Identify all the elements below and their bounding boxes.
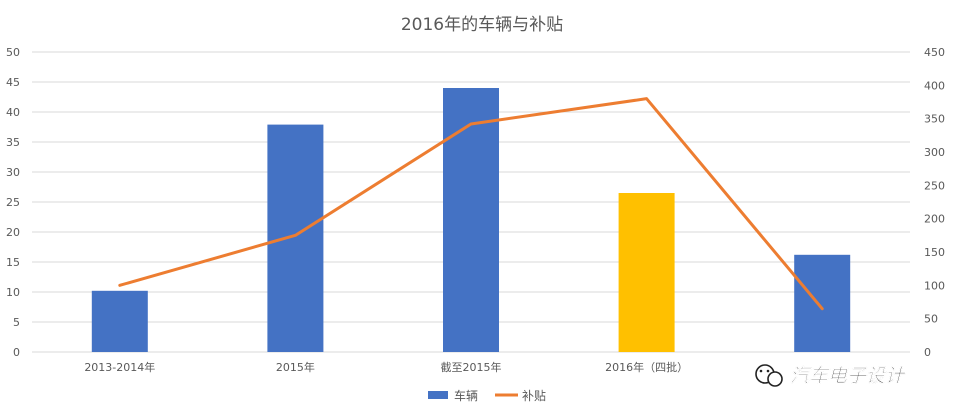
- right-axis-ticks: 0 50 100 150 200 250 300 350 400 450: [924, 46, 945, 359]
- right-tick-label: 400: [924, 79, 945, 92]
- chart-title: 2016年的车辆与补贴: [401, 15, 563, 35]
- left-tick-label: 15: [6, 256, 20, 269]
- bar: [618, 193, 675, 352]
- right-tick-label: 250: [924, 179, 945, 192]
- watermark: 汽车电子设计: [755, 364, 907, 387]
- right-tick-label: 150: [924, 246, 945, 259]
- left-tick-label: 25: [6, 196, 20, 209]
- left-tick-label: 35: [6, 136, 20, 149]
- right-tick-label: 450: [924, 46, 945, 59]
- left-axis-ticks: 0 5 10 15 20 25 30 35 40 45 50: [6, 46, 20, 359]
- wechat-icon: [755, 364, 783, 387]
- legend: 车辆 补贴: [428, 388, 546, 403]
- right-tick-label: 100: [924, 279, 945, 292]
- x-tick-label: 2013-2014年: [84, 360, 155, 374]
- right-tick-label: 300: [924, 146, 945, 159]
- x-tick-label: 截至2015年: [441, 360, 502, 374]
- watermark-text: 汽车电子设计: [790, 365, 907, 387]
- left-tick-label: 0: [13, 346, 20, 359]
- right-tick-label: 0: [924, 346, 931, 359]
- line-path: [118, 97, 824, 311]
- right-tick-label: 350: [924, 113, 945, 126]
- left-tick-label: 10: [6, 286, 20, 299]
- left-tick-label: 5: [13, 316, 20, 329]
- left-tick-label: 40: [6, 106, 20, 119]
- bar: [443, 88, 499, 352]
- legend-label-line: 补贴: [522, 389, 546, 403]
- x-tick-label: 2016年（四批）: [605, 360, 688, 374]
- left-tick-label: 30: [6, 166, 20, 179]
- bar: [794, 254, 851, 352]
- right-tick-label: 50: [924, 313, 938, 326]
- bar: [267, 124, 324, 352]
- legend-label-bar: 车辆: [454, 388, 478, 403]
- left-tick-label: 50: [6, 46, 20, 59]
- left-tick-label: 20: [6, 226, 20, 239]
- x-axis-labels: 2013-2014年 2015年 截至2015年 2016年（四批）: [84, 360, 688, 374]
- legend-swatch-bar: [428, 391, 448, 399]
- left-tick-label: 45: [6, 76, 20, 89]
- line-series: [118, 97, 824, 311]
- x-tick-label: 2015年: [276, 360, 315, 374]
- right-tick-label: 200: [924, 213, 945, 226]
- bar: [91, 290, 148, 352]
- bar-series: [91, 88, 851, 352]
